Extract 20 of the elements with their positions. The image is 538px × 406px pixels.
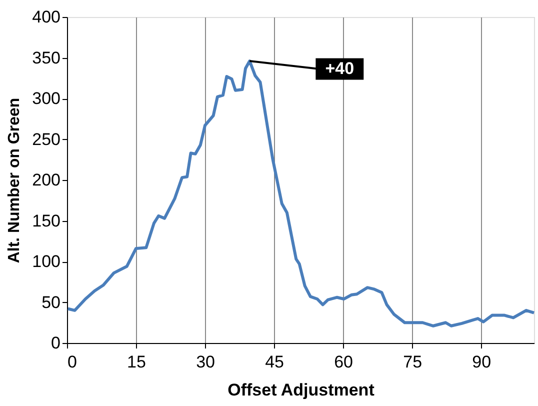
annotation: +40 (325, 59, 354, 78)
y-tick-label: 200 (32, 170, 60, 190)
x-tick-label: 0 (68, 352, 77, 372)
x-tick-label: 90 (472, 352, 492, 372)
y-tick-label: 0 (51, 334, 60, 352)
x-tick-label: 15 (127, 352, 146, 372)
y-tick-label: 100 (32, 252, 60, 271)
y-tick-label: 300 (32, 89, 60, 108)
y-tick-label: 50 (42, 292, 60, 312)
y-tick-label: 400 (32, 8, 60, 26)
line-series (66, 60, 536, 328)
y-axis-title: Alt. Number on Green (6, 98, 24, 264)
x-tick-label: 45 (265, 352, 284, 372)
y-tick-label: 250 (32, 130, 60, 149)
y-tick-label: 350 (32, 48, 60, 68)
x-axis-title: Offset Adjustment (228, 380, 375, 400)
y-tick-label: 150 (32, 211, 60, 230)
x-tick-label: 60 (334, 352, 354, 372)
x-tick-label: 30 (196, 352, 215, 372)
x-tick-label: 75 (403, 352, 422, 372)
